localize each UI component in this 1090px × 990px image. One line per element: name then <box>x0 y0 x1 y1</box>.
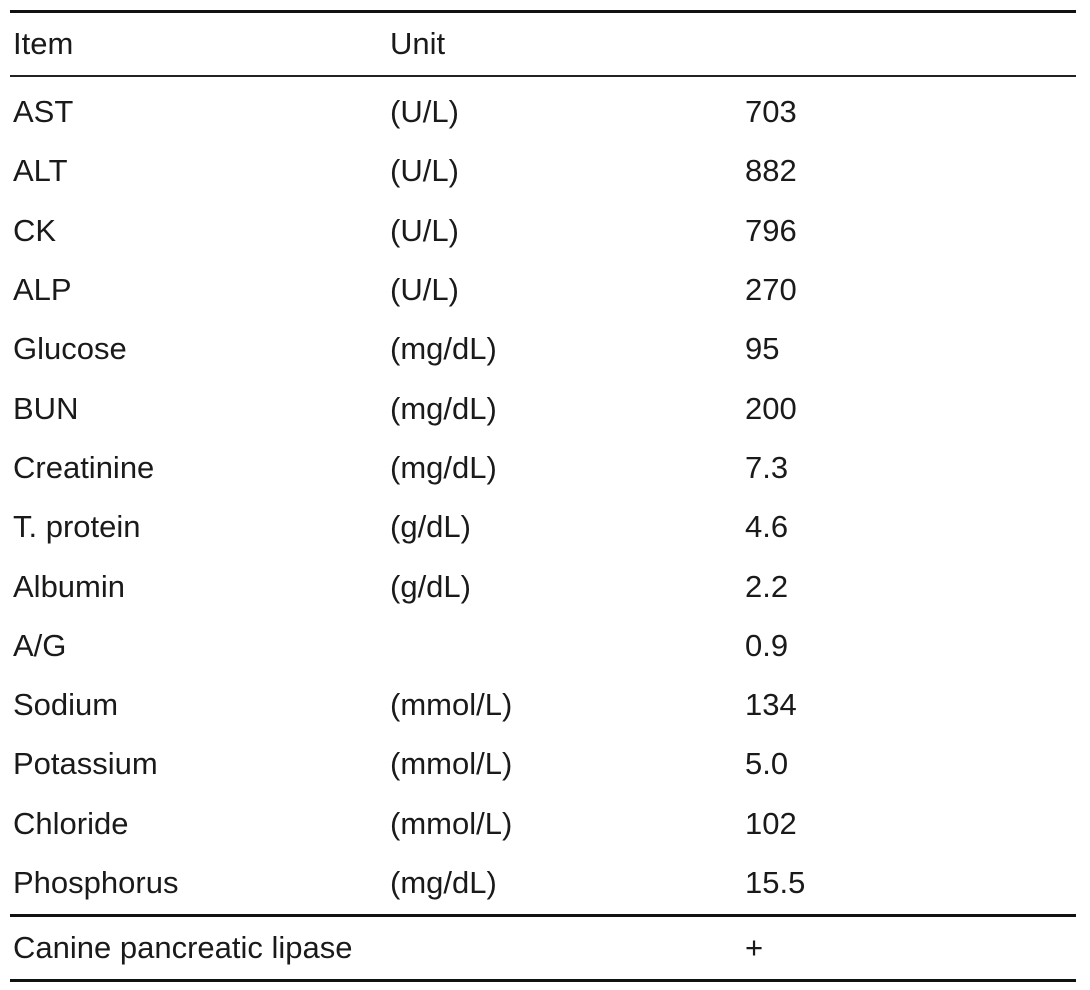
row-item: Sodium <box>13 687 119 723</box>
row-unit: (U/L) <box>390 153 459 189</box>
footer-top-rule <box>10 914 1076 918</box>
header-item: Item <box>13 26 74 61</box>
table-row: Phosphorus (mg/dL) 15.5 <box>10 853 1076 912</box>
row-unit: (mg/dL) <box>390 449 497 485</box>
row-item: Albumin <box>13 568 125 604</box>
row-value: 134 <box>745 687 797 723</box>
table-row: Creatinine (mg/dL) 7.3 <box>10 438 1076 497</box>
row-item: Creatinine <box>13 449 155 485</box>
row-unit: (mg/dL) <box>390 390 497 426</box>
table-row: ALP (U/L) 270 <box>10 260 1076 319</box>
table-row: Potassium (mmol/L) 5.0 <box>10 734 1076 793</box>
row-unit: (mg/dL) <box>390 331 497 367</box>
row-value: 2.2 <box>745 568 789 604</box>
table-row: T. protein (g/dL) 4.6 <box>10 497 1076 556</box>
row-value: 796 <box>745 212 797 248</box>
row-item: AST <box>13 94 74 130</box>
row-unit: (U/L) <box>390 272 459 308</box>
header-rule <box>10 75 1076 77</box>
row-value: 102 <box>745 805 797 841</box>
row-value: 200 <box>745 390 797 426</box>
row-value: 5.0 <box>745 746 789 782</box>
table-row: CK (U/L) 796 <box>10 201 1076 260</box>
row-item: CK <box>13 212 57 248</box>
lab-results-table: Item Unit AST (U/L) 703 ALT (U/L) 882 CK… <box>10 10 1076 983</box>
row-value: 882 <box>745 153 797 189</box>
row-unit: (mmol/L) <box>390 805 513 841</box>
table-footer-row: Canine pancreatic lipase + <box>10 917 1076 979</box>
row-item: ALT <box>13 153 68 189</box>
row-value: 15.5 <box>745 865 806 900</box>
row-value: 270 <box>745 272 797 308</box>
row-value: 95 <box>745 331 780 367</box>
row-unit: (mg/dL) <box>390 865 497 900</box>
row-value: 7.3 <box>745 449 789 485</box>
footer-item: Canine pancreatic lipase <box>13 930 353 966</box>
row-item: Chloride <box>13 805 129 841</box>
row-unit: (mmol/L) <box>390 746 513 782</box>
table-row: Albumin (g/dL) 2.2 <box>10 556 1076 615</box>
row-unit: (mmol/L) <box>390 687 513 723</box>
table-row: Glucose (mg/dL) 95 <box>10 319 1076 378</box>
row-value: 0.9 <box>745 627 789 663</box>
row-item: Phosphorus <box>13 865 179 900</box>
row-unit: (g/dL) <box>390 509 471 545</box>
row-item: T. protein <box>13 509 141 545</box>
table-body: AST (U/L) 703 ALT (U/L) 882 CK (U/L) 796… <box>10 77 1076 912</box>
row-item: A/G <box>13 627 67 663</box>
row-unit: (U/L) <box>390 94 459 130</box>
table-row: A/G 0.9 <box>10 616 1076 675</box>
bottom-rule <box>10 979 1076 983</box>
row-unit: (g/dL) <box>390 568 471 604</box>
row-item: BUN <box>13 390 79 426</box>
row-value: 703 <box>745 94 797 130</box>
table-row: ALT (U/L) 882 <box>10 141 1076 200</box>
row-item: Glucose <box>13 331 127 367</box>
row-item: Potassium <box>13 746 158 782</box>
table-header-row: Item Unit <box>10 13 1076 75</box>
footer-value: + <box>745 930 764 966</box>
table-row: BUN (mg/dL) 200 <box>10 378 1076 437</box>
top-rule <box>10 10 1076 13</box>
header-unit: Unit <box>390 26 446 61</box>
row-value: 4.6 <box>745 509 789 545</box>
table-row: Sodium (mmol/L) 134 <box>10 675 1076 734</box>
row-item: ALP <box>13 272 72 308</box>
table-row: Chloride (mmol/L) 102 <box>10 794 1076 853</box>
row-unit: (U/L) <box>390 212 459 248</box>
table-row: AST (U/L) 703 <box>10 82 1076 141</box>
